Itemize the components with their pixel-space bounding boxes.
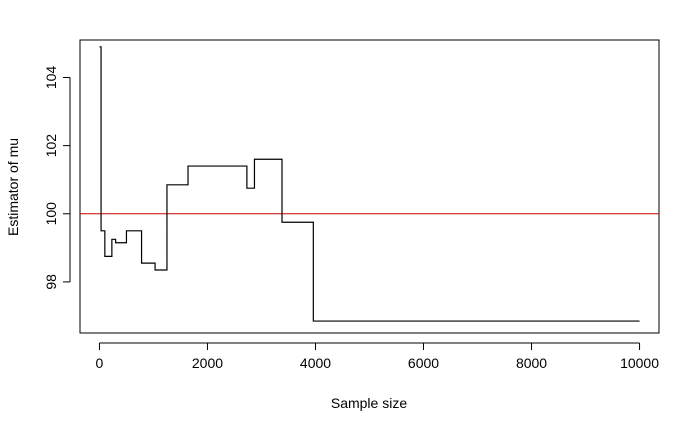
series-layer — [99, 46, 640, 322]
y-axis: 98 100 102 104 — [43, 66, 71, 290]
y-axis-label: Estimator of mu — [5, 138, 21, 236]
x-tick-label: 8000 — [516, 355, 547, 371]
series-line-1 — [99, 46, 640, 322]
x-tick-label: 6000 — [408, 355, 439, 371]
y-tick-label: 98 — [43, 274, 59, 290]
x-axis: 0 2000 4000 6000 8000 10000 — [96, 342, 659, 371]
y-tick-label: 102 — [43, 134, 59, 158]
y-tick-label: 104 — [43, 66, 59, 90]
x-axis-label: Sample size — [331, 395, 407, 411]
x-tick-label: 4000 — [300, 355, 331, 371]
x-tick-label: 2000 — [192, 355, 223, 371]
y-tick-label: 100 — [43, 202, 59, 226]
plot-frame — [79, 39, 660, 334]
x-tick-label: 0 — [96, 355, 104, 371]
x-tick-label: 10000 — [620, 355, 659, 371]
